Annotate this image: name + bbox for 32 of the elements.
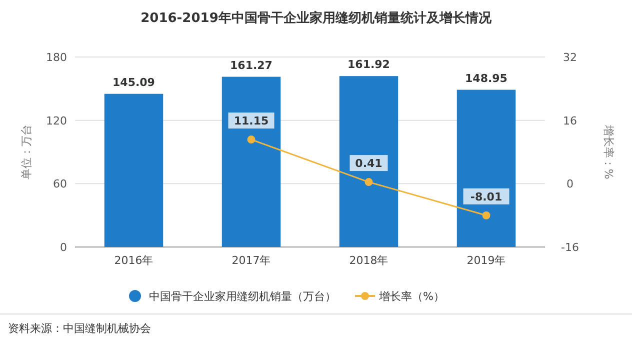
y2-axis-title: 增长率：%: [602, 124, 615, 180]
data-label: -8.01: [470, 190, 502, 204]
bar: [456, 90, 516, 247]
x-tick-label: 2019年: [466, 254, 506, 267]
y-tick-label: 120: [46, 114, 67, 128]
bar: [104, 94, 164, 247]
y-tick-label: 60: [53, 178, 67, 191]
bar: [222, 76, 281, 247]
legend-label: 中国骨干企业家用缝纫机销量（万台）: [149, 290, 336, 303]
data-label: 0.41: [355, 157, 382, 170]
data-label: 148.95: [465, 72, 508, 85]
point: [247, 136, 256, 144]
data-label: 11.15: [234, 114, 269, 128]
point: [364, 178, 373, 186]
data-label: 145.09: [112, 76, 155, 89]
x-tick-label: 2018年: [349, 254, 388, 267]
text: 资料来源：中国缝制机械协会: [8, 322, 151, 335]
x-tick-label: 2016年: [114, 254, 154, 267]
y2-tick-label: 32: [563, 51, 577, 64]
y-tick-label: 180: [46, 51, 67, 64]
data-label: 161.27: [230, 58, 272, 72]
y2-tick-label: -16: [561, 241, 579, 254]
data-label: 161.92: [348, 58, 390, 72]
y-tick-label: 0: [60, 241, 67, 254]
y2-tick-label: 16: [563, 114, 577, 128]
y2-tick-label: 0: [566, 178, 574, 191]
legend-label: 增长率（%）: [378, 290, 444, 303]
chart-title: 2016-2019年中国骨干企业家用缝纫机销量统计及增长情况: [140, 10, 492, 26]
x-tick-label: 2017年: [232, 254, 271, 267]
bar: [339, 76, 398, 247]
y-axis-title: 单位：万台: [20, 124, 33, 180]
point: [482, 211, 490, 220]
